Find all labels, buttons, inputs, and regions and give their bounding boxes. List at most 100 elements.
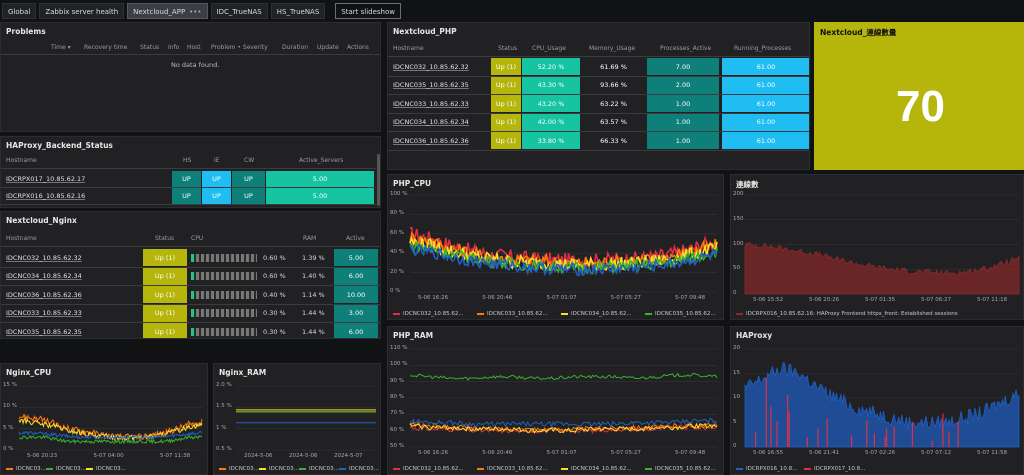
memory-usage-value: 66.33 % [600,136,627,145]
row-divider [1,322,380,323]
legend-item[interactable]: IDCNC033_10.85.62... [477,466,548,472]
row-hostname-link[interactable]: IDCRPX016_10.85.62.16 [6,192,86,200]
legend-swatch [299,468,306,470]
legend-label: IDCNC033_10.85.62... [487,466,548,472]
column-header: Hostname [393,45,424,52]
row-hostname-link[interactable]: IDCNC033_10.85.62.33 [6,309,82,317]
y-tick-label: 1.5 % [216,403,232,410]
legend-item[interactable]: IDCRPX016_10.85.62.16: HAProxy Frontend … [736,311,958,317]
row-hostname-link[interactable]: IDCNC032_10.85.62.32 [6,253,82,262]
tab-idc-truenas[interactable]: IDC_TrueNAS [210,3,268,19]
legend-item[interactable]: IDCNC03... [299,466,339,472]
legend-item[interactable]: IDCNC035_10.85.62... [645,311,716,317]
row-hostname-link[interactable]: IDCNC036_10.85.62.36 [393,136,469,145]
legend-label: IDCNC032_10.85.62... [403,466,464,472]
tab-zabbix-server-health[interactable]: Zabbix server health [39,3,125,19]
memory-usage-value: 63.22 % [600,99,627,108]
series-line [18,430,203,440]
row-divider [388,149,809,151]
row-hostname-link[interactable]: IDCNC034_10.85.62.34 [6,272,82,280]
legend-swatch [477,313,484,315]
legend-item[interactable]: IDCNC03... [219,466,259,472]
y-tick-label: 20 % [390,268,404,275]
tab-hs-truenas[interactable]: HS_TrueNAS [270,3,326,19]
cpu-usage-value: 52.20 % [522,58,580,75]
legend-swatch [259,468,266,470]
row-hostname-link[interactable]: IDCNC036_10.85.62.36 [6,290,82,299]
running-processes-value: 61.00 [722,95,809,112]
y-tick-label: 60 % [390,229,404,236]
legend-item[interactable]: IDCRPX016_10.8... [736,466,797,472]
active-value: 10.00 [334,286,378,303]
row-hostname-link[interactable]: IDCNC035_10.85.62.35 [393,81,469,89]
legend-item[interactable]: IDCNC033_10.85.62... [477,311,548,317]
column-header: Memory_Usage [589,45,636,52]
memory-usage-value: 61.69 % [600,62,627,71]
y-tick-label: 5 % [3,424,14,431]
ram-value: 1.44 % [302,309,325,317]
row-divider [388,75,809,77]
legend-item[interactable]: IDCNC03... [46,466,86,472]
column-header: RAM [303,235,317,242]
tab-global[interactable]: Global [2,3,37,19]
y-tick-label: 5 [733,418,737,425]
x-tick-label: 5-07 05:27 [610,450,641,456]
ram-value: 1.44 % [302,327,325,336]
x-tick-label: 5-07 02:26 [865,450,896,456]
panel-title: Nginx_RAM [219,368,267,377]
legend-item[interactable]: IDCNC032_10.85.62... [393,311,464,317]
x-tick-label: 5-07 07:12 [921,450,952,456]
cpu-value: 0.30 % [263,327,286,336]
x-tick-label: 5-07 11:18 [977,297,1008,303]
cpu-gauge-bar [191,290,257,299]
start-slideshow-button[interactable]: Start slideshow [335,3,401,19]
column-header: Update [317,44,339,51]
y-tick-label: 0.5 % [216,446,232,452]
legend-swatch [6,468,13,470]
legend-label: IDCNC03... [16,466,46,472]
series-line [409,421,718,433]
legend-item[interactable]: IDCNC034_10.85.62... [561,311,632,317]
tab-nextcloud-app[interactable]: Nextcloud_APP ••• [127,3,208,19]
status-badge: Up (1) [143,267,187,285]
legend-item[interactable]: IDCNC035_10.85.62... [645,466,716,472]
column-header[interactable]: Time ▾ [51,44,71,51]
row-hostname-link[interactable]: IDCNC032_10.85.62.32 [393,62,469,71]
legend-label: IDCNC035_10.85.62... [655,311,716,317]
row-hostname-link[interactable]: IDCNC034_10.85.62.34 [393,118,469,126]
legend-item[interactable]: IDCNC03... [259,466,299,472]
legend-swatch [645,313,652,315]
scrollbar[interactable] [377,154,380,206]
legend-item[interactable]: IDCNC032_10.85.62... [393,466,464,472]
row-hostname-link[interactable]: IDCNC033_10.85.62.33 [393,99,469,108]
row-divider [1,266,380,268]
column-header: Status [155,235,175,242]
legend-item[interactable]: IDCNC03... [339,466,379,472]
legend-item[interactable]: IDCNC034_10.85.62... [561,466,632,472]
cpu-usage-value: 33.80 % [522,132,580,149]
ram-value: 1.14 % [302,290,325,299]
x-tick-label: 5-07 11:38 [160,453,191,459]
more-icon[interactable]: ••• [189,8,202,16]
row-hostname-link[interactable]: IDCNC035_10.85.62.35 [6,327,82,336]
legend-item[interactable]: IDCNC03... [86,466,126,472]
haproxy-backend-status-panel: HAProxy_Backend_Status Hostname HS IE CW… [0,136,381,208]
cpu-usage-value: 43.30 % [522,76,580,94]
x-tick-label: 5-07 09:48 [675,295,706,301]
connections-value: 70 [896,81,945,131]
legend-label: IDCNC03... [229,466,259,472]
x-tick-label: 5-06 15:52 [753,297,784,303]
y-tick-label: 70 % [390,410,404,417]
cpu-gauge-bar [191,309,257,317]
legend-item[interactable]: IDCRPX017_10.8... [804,466,865,472]
row-hostname-link[interactable]: IDCRPX017_10.85.62.17 [6,175,86,183]
column-header: IE [214,157,220,164]
hs-status-badge: UP [172,188,201,204]
legend-swatch [393,313,400,315]
memory-usage-value: 63.57 % [600,118,627,126]
cpu-gauge-bar [191,327,257,336]
cpu-value: 0.30 % [263,309,286,317]
column-header: Hostname [6,235,37,242]
active-value: 6.00 [334,267,378,285]
legend-item[interactable]: IDCNC03... [6,466,46,472]
